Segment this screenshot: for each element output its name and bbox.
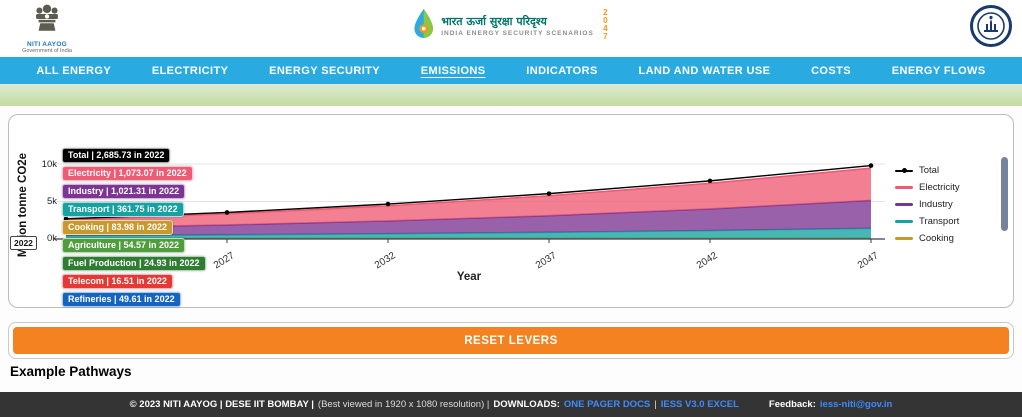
- footer-separator: |: [654, 399, 657, 410]
- niti-aayog-logo[interactable]: NITI AAYOG Government of India: [12, 3, 82, 54]
- tooltip-total: Total | 2,685.73 in 2022: [62, 148, 171, 163]
- tooltip-fuel-production: Fuel Production | 24.93 in 2022: [62, 256, 206, 271]
- legend-item-total[interactable]: Total: [895, 165, 960, 176]
- nav-indicators[interactable]: INDICATORS: [526, 64, 598, 77]
- footer-resolution-note: (Best viewed in 1920 x 1080 resolution) …: [317, 399, 490, 410]
- header: NITI AAYOG Government of India भारत ऊर्ज…: [0, 0, 1022, 57]
- nav-energy-flows[interactable]: ENERGY FLOWS: [891, 64, 986, 77]
- iess-drop-icon: [412, 8, 435, 44]
- tooltip-industry: Industry | 1,021.31 in 2022: [62, 184, 186, 199]
- y-tick-5k: 5k: [46, 196, 57, 207]
- iess-title-hindi: भारत ऊर्जा सुरक्षा परिदृश्य: [441, 15, 547, 28]
- iit-bombay-logo[interactable]: [970, 5, 1012, 52]
- government-of-india-label: Government of India: [22, 48, 72, 54]
- example-pathways-title: Example Pathways: [10, 364, 132, 379]
- svg-text:2027: 2027: [212, 250, 237, 271]
- tooltip-telecom: Telecom | 16.51 in 2022: [62, 274, 173, 289]
- svg-text:2047: 2047: [856, 250, 881, 271]
- footer: © 2023 NITI AAYOG | DESE IIT BOMBAY | (B…: [0, 392, 1022, 417]
- footer-feedback-email-link[interactable]: iess-niti@gov.in: [819, 399, 893, 410]
- national-emblem-icon: [32, 4, 62, 39]
- legend-industry-swatch-icon: [895, 203, 913, 206]
- legend-total-marker-icon: [895, 167, 913, 173]
- hover-year-label: 2022: [10, 236, 37, 250]
- nav-costs[interactable]: COSTS: [811, 64, 851, 77]
- main-nav: ALL ENERGY ELECTRICITY ENERGY SECURITY E…: [0, 57, 1022, 84]
- footer-one-pager-docs-link[interactable]: ONE PAGER DOCS: [563, 399, 651, 410]
- niti-aayog-label: NITI AAYOG: [26, 41, 68, 48]
- iess-logo[interactable]: भारत ऊर्जा सुरक्षा परिदृश्य INDIA ENERGY…: [412, 8, 610, 44]
- tooltip-transport: Transport | 361.75 in 2022: [62, 202, 184, 217]
- legend-item-industry[interactable]: Industry: [895, 199, 960, 210]
- legend-transport-swatch-icon: [895, 220, 913, 223]
- tooltip-cooking: Cooking | 83.98 in 2022: [62, 220, 174, 235]
- legend-item-electricity[interactable]: Electricity: [895, 182, 960, 193]
- nav-land-and-water-use[interactable]: LAND AND WATER USE: [638, 64, 771, 77]
- iess-logo-text: भारत ऊर्जा सुरक्षा परिदृश्य INDIA ENERGY…: [441, 15, 594, 37]
- footer-copyright: © 2023 NITI AAYOG | DESE IIT BOMBAY |: [129, 399, 314, 410]
- nav-all-energy[interactable]: ALL ENERGY: [36, 64, 112, 77]
- chart-legend: Total Electricity Industry Transport Coo…: [895, 165, 960, 244]
- footer-feedback-label: Feedback:: [768, 399, 816, 410]
- chart-tooltips: Total | 2,685.73 in 2022 Electricity | 1…: [62, 148, 206, 307]
- tooltip-agriculture: Agriculture | 54.57 in 2022: [62, 238, 186, 253]
- green-strip: [0, 84, 1022, 106]
- nav-electricity[interactable]: ELECTRICITY: [151, 64, 229, 77]
- legend-cooking-swatch-icon: [895, 237, 913, 240]
- iit-bombay-seal-icon: [970, 5, 1012, 47]
- chart-scrollbar[interactable]: [1001, 157, 1008, 231]
- svg-text:2042: 2042: [695, 250, 720, 271]
- levers-panel: RESET LEVERS: [8, 322, 1014, 359]
- tooltip-electricity: Electricity | 1,073.07 in 2022: [62, 166, 193, 181]
- legend-item-cooking[interactable]: Cooking: [895, 233, 960, 244]
- footer-downloads-label: DOWNLOADS:: [493, 399, 560, 410]
- reset-levers-button[interactable]: RESET LEVERS: [13, 327, 1009, 354]
- tooltip-refineries: Refineries | 49.61 in 2022: [62, 292, 181, 307]
- y-tick-0k: 0k: [46, 233, 57, 244]
- iess-title-english: INDIA ENERGY SECURITY SCENARIOS: [441, 30, 594, 37]
- x-axis-label: Year: [456, 271, 482, 283]
- footer-iess-excel-link[interactable]: IESS V3.0 EXCEL: [660, 399, 739, 410]
- iess-2047-label: 2047: [600, 8, 610, 40]
- nav-energy-security[interactable]: ENERGY SECURITY: [269, 64, 381, 77]
- nav-emissions[interactable]: EMISSIONS: [420, 64, 486, 77]
- emissions-chart-svg[interactable]: 2027 2032 2037 2042 2047: [9, 115, 1013, 307]
- svg-text:2032: 2032: [373, 250, 398, 271]
- legend-item-transport[interactable]: Transport: [895, 216, 960, 227]
- svg-text:2037: 2037: [534, 250, 559, 271]
- legend-electricity-swatch-icon: [895, 186, 913, 189]
- y-tick-10k: 10k: [41, 159, 57, 170]
